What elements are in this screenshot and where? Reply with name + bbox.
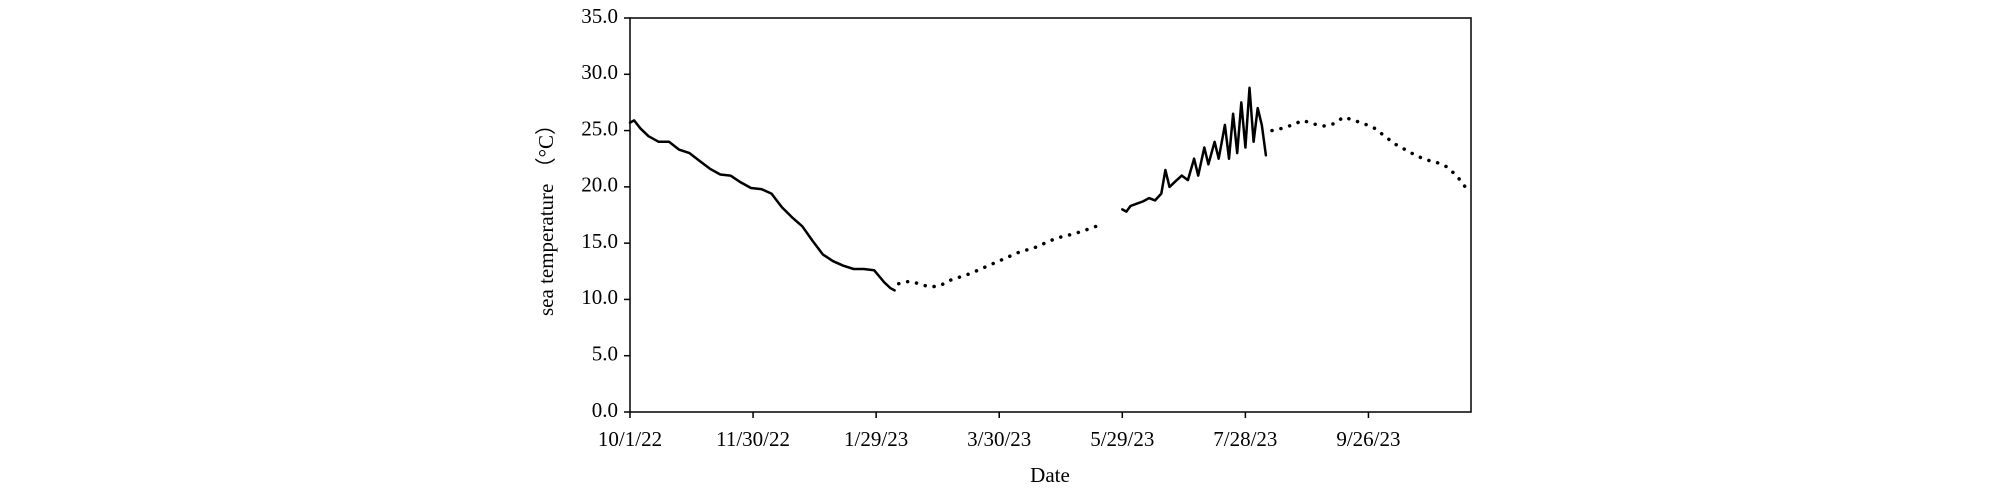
- x-tick-label: 1/29/23: [844, 427, 908, 451]
- x-tick-label: 5/29/23: [1090, 427, 1154, 451]
- y-tick-label: 35.0: [581, 4, 618, 28]
- y-tick-label: 5.0: [592, 342, 618, 366]
- x-tick-label: 10/1/22: [598, 427, 662, 451]
- y-tick-label: 15.0: [581, 229, 618, 253]
- x-tick-label: 7/28/23: [1213, 427, 1277, 451]
- x-tick-label: 9/26/23: [1336, 427, 1400, 451]
- y-axis-label: sea temperature （°C）: [534, 114, 558, 316]
- dotted-line: [896, 221, 1106, 289]
- y-tick-label: 10.0: [581, 285, 618, 309]
- dotted-line: [1270, 115, 1469, 191]
- y-tick-label: 30.0: [581, 60, 618, 84]
- solid-line: [628, 119, 896, 292]
- y-tick-label: 0.0: [592, 398, 618, 422]
- x-tick-label: 11/30/22: [716, 427, 790, 451]
- x-axis-label: Date: [1030, 463, 1070, 487]
- y-tick-label: 20.0: [581, 173, 618, 197]
- plot-frame: [629, 17, 1472, 413]
- x-tick-label: 3/30/23: [967, 427, 1031, 451]
- y-tick-label: 25.0: [581, 116, 618, 140]
- solid-line: [1121, 86, 1268, 213]
